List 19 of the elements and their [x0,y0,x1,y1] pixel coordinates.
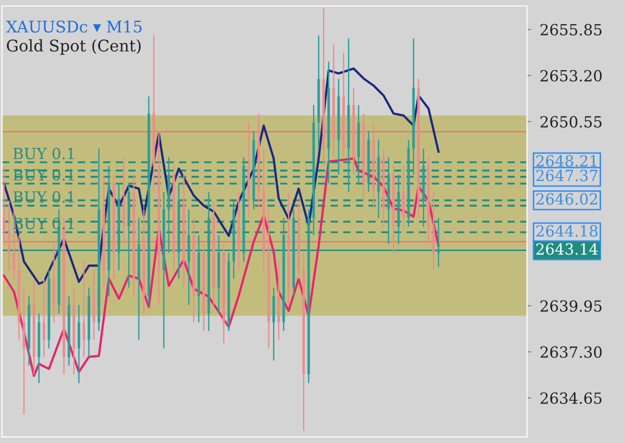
candlestick [2,167,6,245]
y-tick-label: 2650.55 [540,116,602,128]
y-tick-label: 2653.20 [540,70,602,82]
ref-line-label: 2647.37 [536,170,598,182]
annotation: BUY 0.1 [13,148,74,160]
candlestick [42,278,46,358]
y-tick-label: 2634.65 [540,392,602,404]
candlestick [8,200,10,271]
ref-line-label: 2644.18 [536,225,598,237]
line-series [2,67,440,285]
ref-line-label: 2646.02 [536,193,598,205]
ref-line-label: 2643.14 [536,243,598,255]
y-tick-label: 2637.30 [540,346,602,358]
ref-line-label: 2648.21 [536,155,596,167]
y-tick-label: 2655.85 [540,24,602,36]
y-tick-label: 2639.95 [540,300,602,312]
text: XAUUSDc ▾ M15 [6,20,142,33]
candlestick [82,260,86,358]
text: Gold Spot (Cent) [6,39,141,55]
